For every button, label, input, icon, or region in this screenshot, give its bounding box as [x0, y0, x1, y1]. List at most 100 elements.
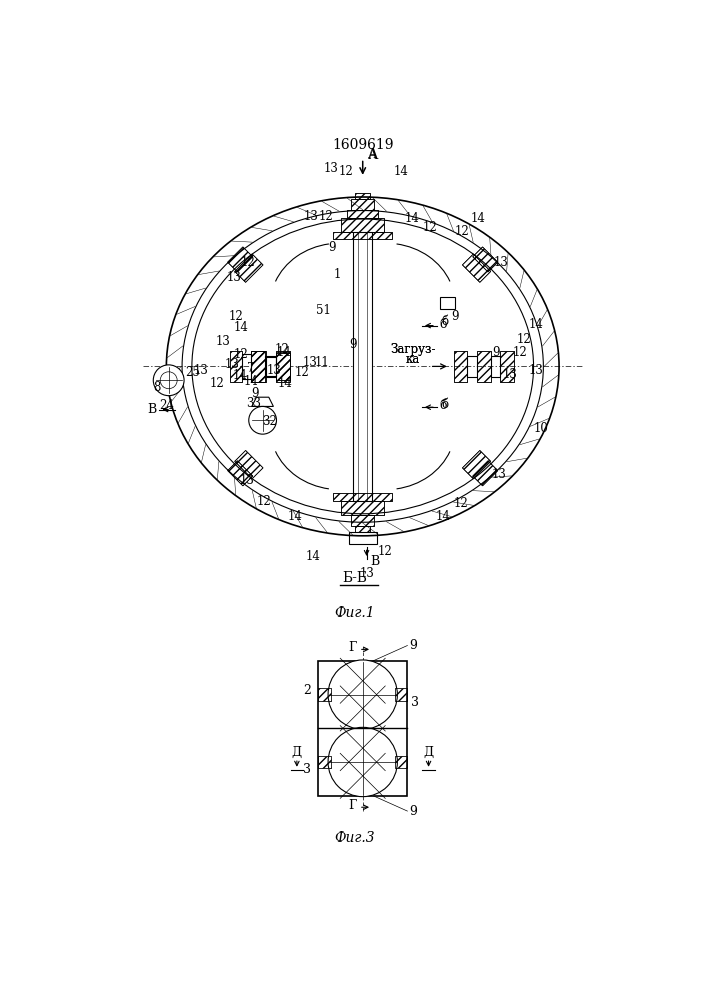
Text: 14: 14	[528, 318, 543, 331]
Text: 14: 14	[436, 510, 451, 523]
Bar	[251, 351, 267, 382]
Text: 10: 10	[534, 422, 549, 434]
Text: 12: 12	[234, 348, 249, 361]
Bar	[477, 351, 491, 382]
Bar	[318, 688, 331, 701]
Text: 14: 14	[405, 212, 420, 225]
Text: 14: 14	[394, 165, 409, 178]
Bar	[395, 688, 407, 701]
Bar	[251, 351, 267, 382]
Text: 13: 13	[216, 335, 230, 348]
Text: 14: 14	[305, 550, 320, 563]
Text: 12: 12	[257, 495, 272, 508]
Text: 3: 3	[303, 763, 311, 776]
Text: 12: 12	[517, 333, 532, 346]
Bar	[395, 756, 407, 768]
Bar	[318, 661, 407, 796]
Bar	[230, 351, 242, 382]
Circle shape	[328, 660, 397, 729]
Bar	[276, 351, 290, 382]
Bar	[251, 351, 265, 382]
Text: 13: 13	[303, 356, 317, 369]
Bar	[267, 357, 276, 376]
Text: 13: 13	[323, 162, 338, 175]
Text: 12: 12	[228, 310, 243, 323]
Bar	[491, 356, 500, 377]
Text: 14: 14	[288, 510, 303, 523]
Bar	[500, 351, 514, 382]
Text: А: А	[368, 148, 377, 161]
Bar	[454, 351, 467, 382]
Text: 12: 12	[513, 346, 527, 359]
Bar	[334, 232, 392, 239]
Bar	[355, 526, 370, 532]
Circle shape	[153, 365, 184, 396]
Text: 9: 9	[251, 387, 259, 400]
Text: 13: 13	[240, 474, 255, 487]
Text: 12: 12	[295, 366, 310, 379]
Bar	[318, 756, 331, 768]
Text: 12: 12	[454, 497, 468, 510]
Bar	[500, 351, 514, 382]
Text: Фиг.3: Фиг.3	[334, 831, 375, 845]
Text: б: б	[440, 399, 448, 412]
Bar	[347, 210, 378, 218]
Text: 13: 13	[303, 210, 318, 223]
Bar	[318, 688, 331, 701]
Text: 13: 13	[528, 364, 543, 377]
Text: 51: 51	[315, 304, 330, 317]
Text: 3: 3	[411, 696, 419, 709]
Text: 12: 12	[378, 545, 393, 558]
Text: 8: 8	[153, 381, 161, 394]
Text: 13: 13	[267, 364, 282, 377]
Text: 14: 14	[234, 321, 249, 334]
Circle shape	[249, 406, 276, 434]
Bar	[395, 756, 407, 768]
Text: б: б	[442, 398, 449, 411]
Bar	[440, 297, 455, 309]
Bar	[251, 351, 290, 382]
Bar	[351, 515, 374, 526]
Text: 9: 9	[409, 639, 417, 652]
Bar	[355, 193, 370, 199]
Bar	[354, 232, 372, 501]
Bar	[334, 232, 392, 239]
Bar	[242, 354, 251, 379]
Text: 12: 12	[274, 343, 289, 356]
Text: ка: ка	[406, 353, 420, 366]
Text: Фиг.1: Фиг.1	[334, 606, 375, 620]
Text: 9: 9	[328, 241, 336, 254]
Text: 14: 14	[471, 212, 486, 225]
Bar	[454, 351, 467, 382]
Text: Загруз-: Загруз-	[390, 343, 436, 356]
Bar	[467, 356, 477, 377]
Text: 9: 9	[492, 346, 500, 359]
Text: 13: 13	[194, 364, 209, 377]
Bar	[351, 199, 374, 210]
Bar	[334, 493, 392, 501]
Text: Д: Д	[292, 746, 302, 759]
Bar	[355, 193, 370, 199]
Text: 1: 1	[334, 267, 341, 280]
Text: 13: 13	[492, 468, 507, 481]
Bar	[334, 493, 392, 501]
Text: б: б	[442, 315, 449, 328]
Text: 33: 33	[246, 397, 261, 410]
Text: 12: 12	[319, 210, 334, 223]
Text: 14: 14	[243, 375, 258, 388]
Bar	[276, 353, 290, 380]
Bar	[318, 756, 331, 768]
Bar	[341, 501, 385, 515]
Text: 24: 24	[159, 399, 174, 412]
Bar	[341, 501, 385, 515]
Text: В: В	[147, 403, 156, 416]
Text: 12: 12	[455, 225, 470, 238]
Text: 7: 7	[247, 362, 255, 375]
Text: 13: 13	[503, 368, 518, 381]
Bar	[276, 351, 290, 382]
Text: 2: 2	[303, 684, 311, 697]
Bar	[395, 688, 407, 701]
Bar	[351, 515, 374, 526]
Bar	[341, 218, 385, 232]
Text: Г: Г	[349, 799, 356, 812]
